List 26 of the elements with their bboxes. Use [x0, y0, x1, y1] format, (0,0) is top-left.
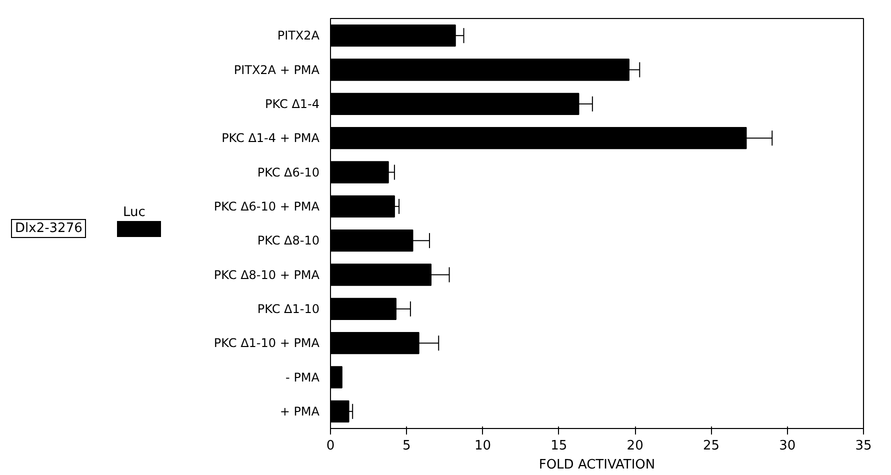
- y-tick-label: PKC Δ8-10 + PMA: [214, 268, 320, 282]
- y-tick-label: PITX2A: [277, 28, 320, 43]
- y-tick-label: PKC Δ1-10: [257, 302, 320, 316]
- y-tick-label: PKC Δ1-10 + PMA: [214, 336, 320, 350]
- bar: [330, 400, 350, 423]
- y-tick-label: - PMA: [286, 370, 320, 384]
- y-tick-label: PITX2A + PMA: [234, 62, 320, 77]
- x-tick-label: 35: [855, 438, 872, 454]
- x-tick-label: 15: [550, 438, 568, 454]
- y-tick-label: PKC Δ1-4: [265, 96, 320, 111]
- x-axis-title: FOLD ACTIVATION: [538, 458, 656, 472]
- bar: [330, 195, 395, 218]
- y-tick-label: PKC Δ6-10: [257, 165, 320, 180]
- y-tick-label: + PMA: [280, 404, 320, 418]
- y-tick-label: PKC Δ8-10: [257, 234, 320, 248]
- x-tick-label: 20: [626, 438, 644, 454]
- y-tick-label: PKC Δ6-10 + PMA: [214, 199, 320, 214]
- bar: [330, 366, 342, 388]
- y-tick-label: PKC Δ1-4 + PMA: [222, 131, 320, 146]
- x-tick-label: 0: [326, 438, 335, 454]
- x-tick-label: 5: [402, 438, 411, 454]
- text: Luc: [123, 205, 146, 220]
- x-tick-label: 30: [779, 438, 796, 454]
- x-tick-label: 25: [702, 438, 720, 454]
- text: Dlx2-3276: [11, 219, 86, 238]
- x-tick-label: 10: [474, 438, 492, 454]
